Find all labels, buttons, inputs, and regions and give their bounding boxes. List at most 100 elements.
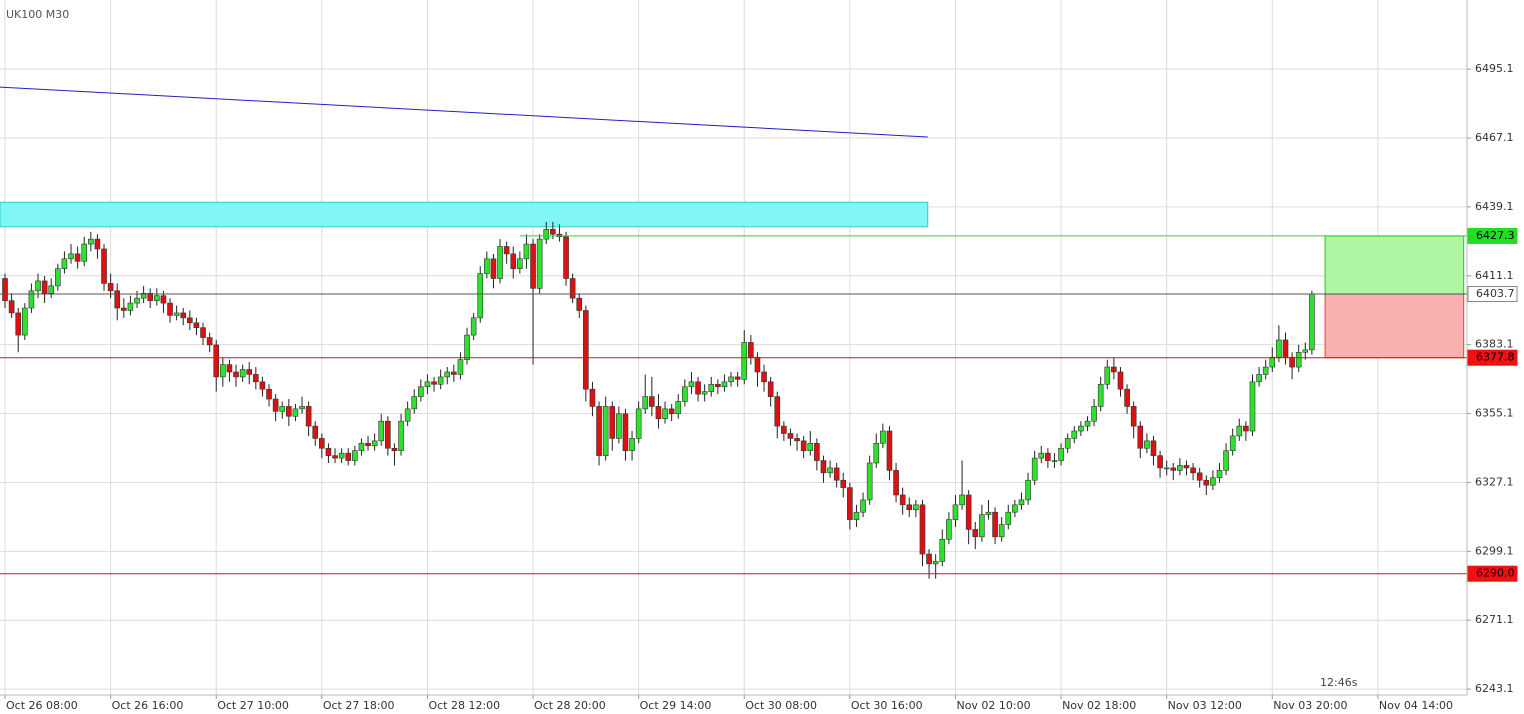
- candle-body: [939, 538, 946, 562]
- candle-body: [1012, 504, 1018, 513]
- candle-body: [1025, 479, 1031, 501]
- candle-body: [305, 406, 312, 427]
- candle-body: [1051, 460, 1058, 462]
- candle-body: [213, 344, 220, 378]
- candle-body: [1276, 339, 1282, 358]
- candle-body: [675, 401, 682, 415]
- candle-body: [22, 307, 28, 336]
- candle-body: [1018, 499, 1025, 506]
- candle-body: [451, 371, 457, 375]
- candle-body: [114, 290, 121, 309]
- candle-body: [398, 420, 404, 452]
- candle-body: [503, 246, 510, 255]
- candle-body: [833, 467, 840, 481]
- candle-body: [173, 312, 180, 316]
- y-tick-label: 6355.1: [1475, 407, 1514, 420]
- candle-body: [715, 383, 721, 388]
- candle-body: [847, 487, 853, 520]
- candle-body: [1144, 440, 1150, 449]
- level-label-box: [1467, 349, 1518, 366]
- candle-body: [583, 310, 589, 390]
- x-tick-label: Nov 02 18:00: [1062, 699, 1136, 712]
- candle-body: [609, 406, 616, 439]
- candle-body: [721, 381, 728, 388]
- candle-body: [886, 430, 893, 471]
- y-tick-label: 6467.1: [1475, 131, 1514, 144]
- candle-body: [1190, 467, 1196, 474]
- candle-body: [985, 511, 992, 515]
- candle-body: [1005, 511, 1012, 525]
- candle-body: [1256, 374, 1262, 383]
- candle-body: [860, 499, 866, 513]
- candle-body: [332, 455, 338, 459]
- candle-body: [154, 295, 160, 301]
- candle-body: [563, 236, 569, 279]
- candle-body: [629, 438, 635, 452]
- candle-body: [444, 371, 451, 378]
- candle-body: [695, 381, 701, 395]
- candle-body: [741, 342, 748, 380]
- candle-body: [470, 317, 477, 336]
- candle-body: [147, 292, 154, 301]
- candle-body: [127, 302, 134, 311]
- candle-body: [74, 253, 81, 262]
- candle-body: [1196, 472, 1203, 481]
- candle-body: [8, 300, 15, 314]
- candle-body: [233, 371, 239, 378]
- y-tick-label: 6411.1: [1475, 269, 1514, 282]
- candle-body: [484, 258, 490, 274]
- candle-body: [101, 248, 107, 284]
- candle-body: [708, 383, 715, 392]
- candle-body: [1064, 438, 1071, 449]
- candle-body: [187, 317, 193, 324]
- candle-body: [734, 376, 741, 380]
- candle-body: [1229, 435, 1236, 452]
- candle-body: [1091, 406, 1097, 422]
- candle-body: [873, 443, 880, 464]
- x-tick-label: Nov 02 10:00: [956, 699, 1030, 712]
- candle-body: [497, 246, 503, 279]
- candle-body: [1104, 366, 1111, 385]
- x-tick-label: Oct 30 08:00: [745, 699, 817, 712]
- candle-body: [259, 381, 266, 390]
- candle-body: [550, 228, 556, 235]
- candle-body: [1249, 381, 1256, 432]
- candle-body: [1111, 366, 1117, 373]
- candle-body: [41, 280, 48, 294]
- candle-body: [1177, 465, 1183, 471]
- candle-body: [167, 302, 173, 316]
- candle-body: [68, 253, 74, 260]
- candle-body: [48, 285, 55, 294]
- candle-body: [992, 511, 998, 538]
- candle-body: [1058, 447, 1064, 461]
- candle-body: [1130, 406, 1137, 427]
- candle-body: [840, 479, 847, 488]
- candle-body: [2, 278, 8, 301]
- candle-body: [972, 529, 979, 538]
- candle-body: [200, 327, 206, 338]
- y-tick-label: 6383.1: [1475, 338, 1514, 351]
- candle-body: [1183, 465, 1190, 469]
- candle-body: [338, 452, 345, 459]
- candle-body: [312, 425, 319, 439]
- candle-body: [998, 524, 1005, 538]
- y-tick-label: 6243.1: [1475, 682, 1514, 695]
- candle-body: [1243, 425, 1249, 432]
- candle-body: [35, 280, 41, 292]
- candle-body: [807, 443, 814, 452]
- candle-body: [404, 408, 411, 422]
- candle-body: [345, 452, 352, 461]
- candle-body: [596, 406, 602, 456]
- candle-body: [220, 364, 226, 378]
- y-tick-label: 6327.1: [1475, 475, 1514, 488]
- candle-body: [94, 238, 101, 250]
- candle-body: [1163, 467, 1170, 470]
- y-tick-label: 6495.1: [1475, 62, 1514, 75]
- candle-body: [325, 447, 332, 456]
- candle-body: [1031, 457, 1038, 481]
- candle-body: [107, 283, 114, 292]
- candle-body: [774, 396, 781, 427]
- candle-body: [61, 258, 68, 269]
